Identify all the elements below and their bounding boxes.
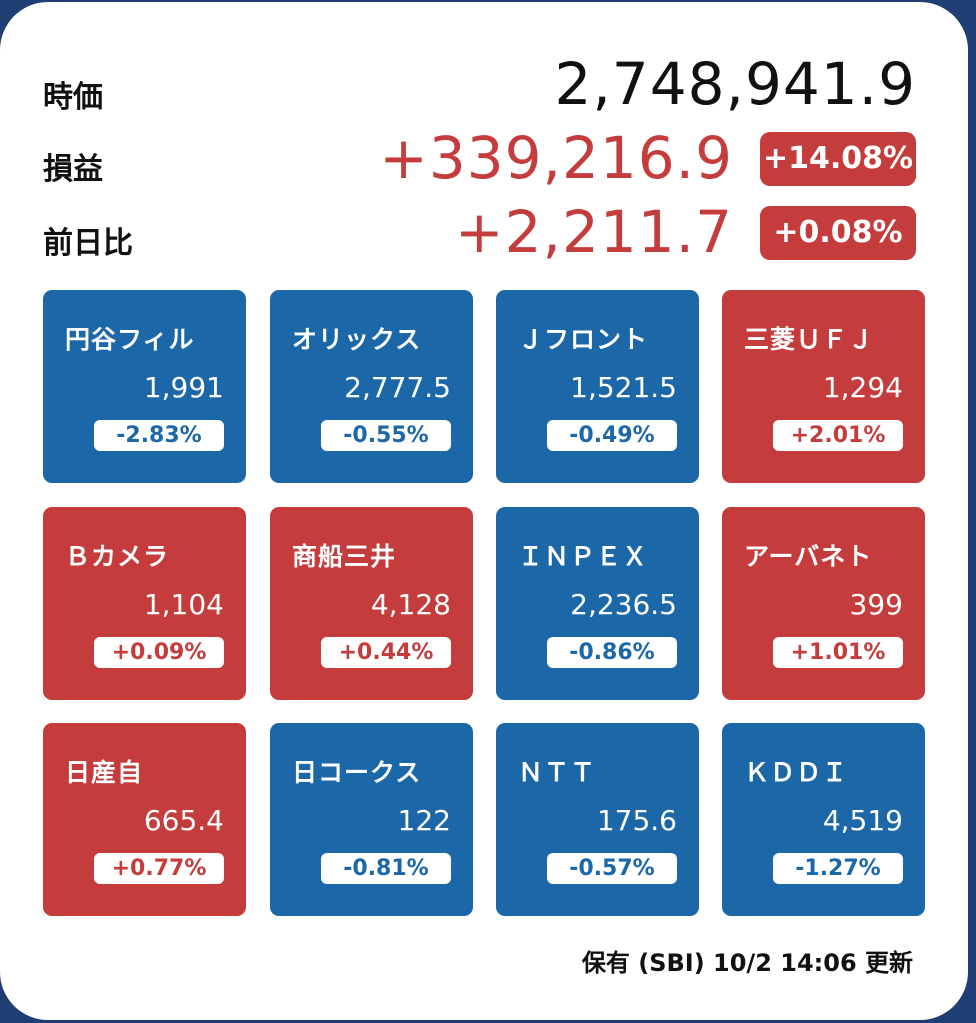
stock-change-badge: -0.57% [547,853,677,884]
stock-tile[interactable]: アーバネト 399 +1.01% [722,507,925,700]
stock-change-badge: -0.55% [321,420,451,451]
stock-tile[interactable]: 日コークス 122 -0.81% [270,723,473,916]
stock-price: 1,521.5 [570,371,677,404]
stock-name: Ｂカメラ [65,542,170,571]
stock-change-badge: -0.49% [547,420,677,451]
market-value-label: 時価 [43,80,103,115]
profit-loss-row: 損益 +339,216.9 +14.08% [43,124,916,200]
stock-price: 399 [849,588,903,621]
stock-name: 日産自 [65,758,144,787]
stock-price: 4,519 [822,804,903,837]
stock-name: Ｊフロント [518,325,649,354]
stock-name: ＫＤＤＩ [744,758,849,787]
stock-tile[interactable]: オリックス 2,777.5 -0.55% [270,290,473,483]
stock-change-badge: -0.86% [547,637,677,668]
stock-price: 122 [397,804,451,837]
stock-price: 175.6 [596,804,677,837]
stock-price: 1,104 [143,588,224,621]
stock-change-badge: -1.27% [773,853,903,884]
stock-price: 1,991 [143,371,224,404]
day-change-percent-badge: +0.08% [760,206,916,260]
stock-tile[interactable]: 三菱ＵＦＪ 1,294 +2.01% [722,290,925,483]
stock-price: 2,236.5 [570,588,677,621]
stock-tile[interactable]: Ｂカメラ 1,104 +0.09% [43,507,246,700]
stock-name: ＩＮＰＥＸ [518,542,649,571]
stock-name: オリックス [292,325,422,354]
stock-change-badge: +0.44% [321,637,451,668]
stock-name: 円谷フィル [65,325,195,354]
stock-name: 日コークス [292,758,422,787]
stock-price: 1,294 [822,371,903,404]
day-change-row: 前日比 +2,211.7 +0.08% [43,198,916,274]
stock-tile[interactable]: ＮＴＴ 175.6 -0.57% [496,723,699,916]
profit-loss-label: 損益 [43,152,103,187]
stock-tile[interactable]: Ｊフロント 1,521.5 -0.49% [496,290,699,483]
market-value-amount: 2,748,941.9 [554,50,916,118]
market-value-row: 時価 2,748,941.9 [43,50,916,128]
stock-name: 三菱ＵＦＪ [744,325,875,354]
stock-change-badge: +2.01% [773,420,903,451]
stock-tile[interactable]: 商船三井 4,128 +0.44% [270,507,473,700]
stock-change-badge: +0.77% [94,853,224,884]
update-status: 保有 (SBI) 10/2 14:06 更新 [581,949,913,977]
stock-tile[interactable]: 日産自 665.4 +0.77% [43,723,246,916]
stock-price: 2,777.5 [344,371,451,404]
stock-price: 665.4 [143,804,224,837]
stock-name: ＮＴＴ [518,758,597,787]
stock-tile[interactable]: ＫＤＤＩ 4,519 -1.27% [722,723,925,916]
stock-tile[interactable]: 円谷フィル 1,991 -2.83% [43,290,246,483]
stock-name: アーバネト [744,542,873,571]
stock-change-badge: +1.01% [773,637,903,668]
stock-tile[interactable]: ＩＮＰＥＸ 2,236.5 -0.86% [496,507,699,700]
day-change-label: 前日比 [43,226,133,261]
day-change-amount: +2,211.7 [455,198,733,266]
stock-price: 4,128 [370,588,451,621]
stock-change-badge: -2.83% [94,420,224,451]
stock-name: 商船三井 [292,542,397,571]
stock-change-badge: -0.81% [321,853,451,884]
stock-change-badge: +0.09% [94,637,224,668]
profit-loss-percent-badge: +14.08% [760,132,916,186]
profit-loss-amount: +339,216.9 [379,124,733,192]
